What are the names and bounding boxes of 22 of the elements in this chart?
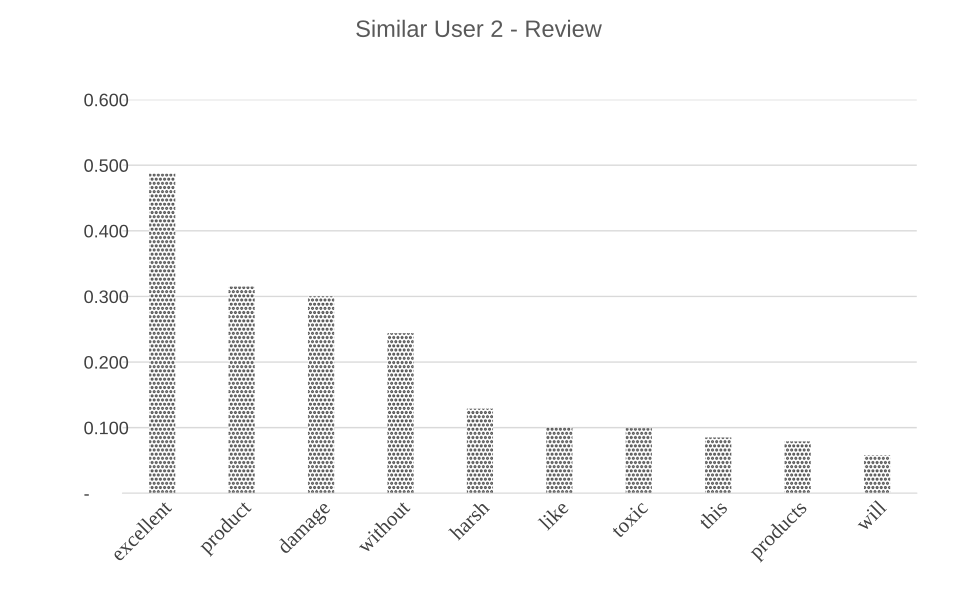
bar — [546, 428, 572, 494]
y-tick-label: - — [84, 494, 89, 496]
bar — [626, 428, 652, 494]
x-tick-label: like — [538, 499, 570, 531]
bar — [705, 437, 732, 494]
y-tick-label: 0.600 — [84, 94, 128, 106]
x-tick-label: this — [697, 499, 728, 530]
x-tick-label: will — [854, 499, 888, 532]
bar — [466, 408, 494, 494]
y-tick-label: 0.500 — [84, 159, 128, 172]
bar — [228, 286, 255, 494]
bar — [308, 296, 334, 494]
x-tick-label: toxic — [610, 500, 649, 538]
y-tick-label: 0.400 — [84, 224, 128, 238]
bar — [784, 441, 811, 494]
chart-title: Similar User 2 - Review — [356, 20, 602, 38]
bar — [864, 455, 890, 494]
y-tick-label: 0.200 — [84, 356, 128, 369]
y-tick-label: 0.300 — [84, 290, 128, 304]
bar — [149, 174, 176, 494]
y-tick-label: 0.100 — [84, 422, 128, 434]
bar — [387, 333, 414, 494]
